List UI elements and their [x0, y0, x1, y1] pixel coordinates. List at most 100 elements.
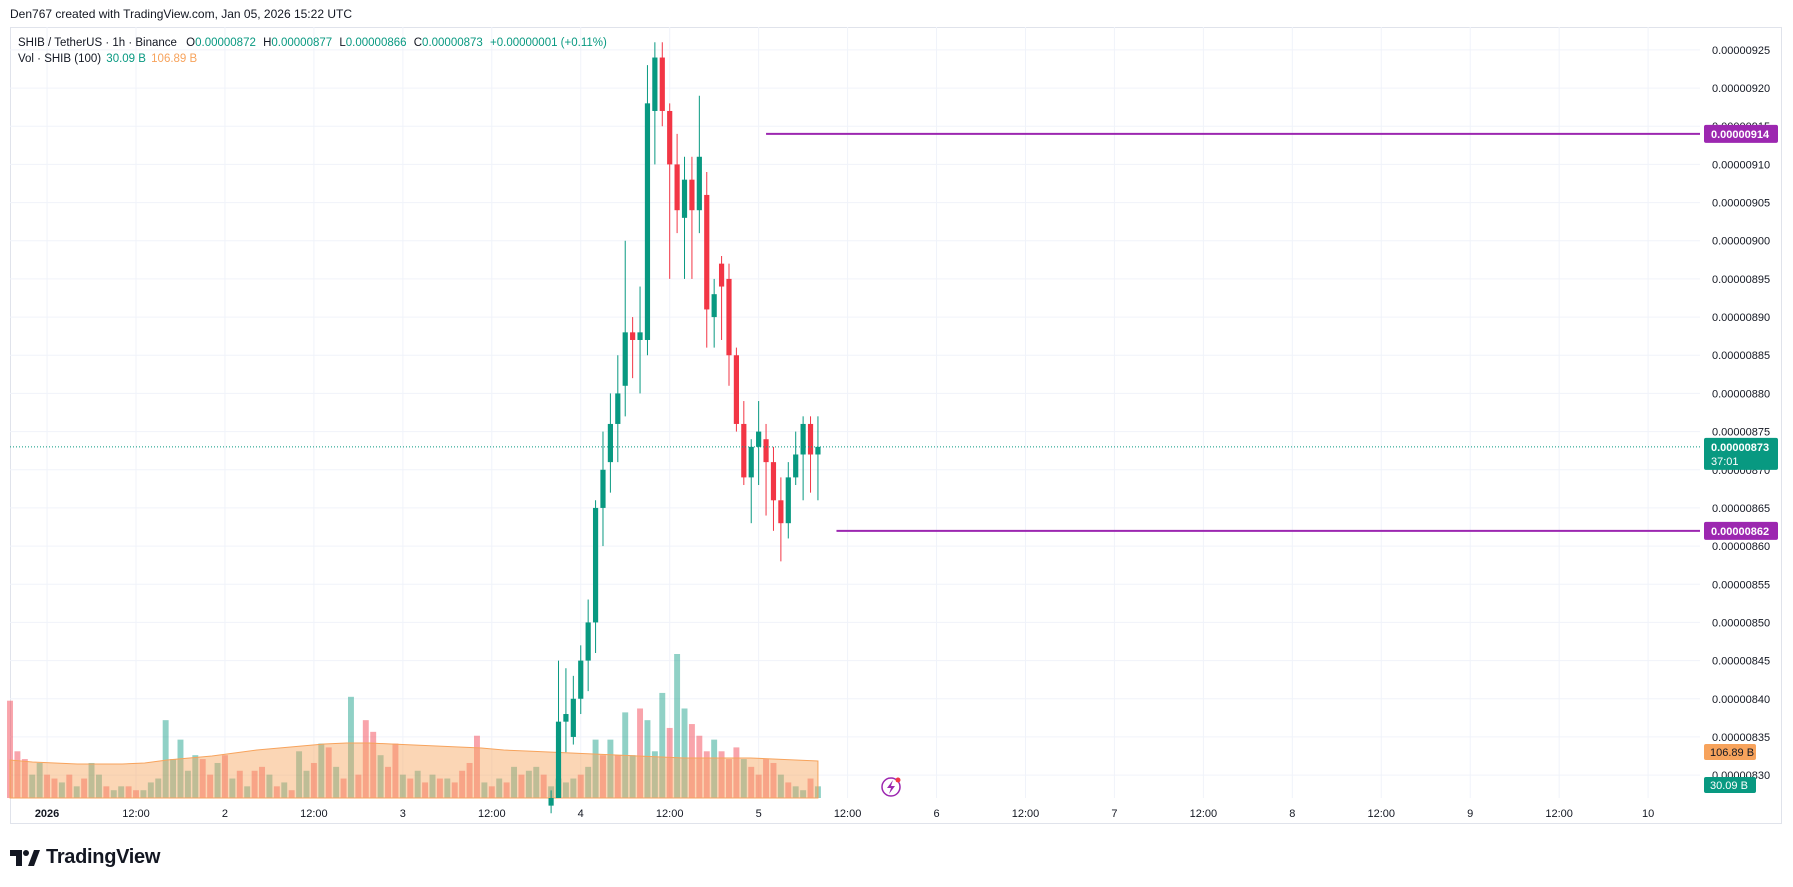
- volume-bar: [592, 739, 599, 798]
- volume-bar: [296, 751, 303, 798]
- candle: [681, 156, 688, 279]
- volume-bar: [340, 778, 347, 798]
- volume-bar: [800, 790, 807, 798]
- candle-body: [630, 332, 636, 340]
- candle: [578, 645, 584, 715]
- high-value: 0.00000877: [271, 37, 333, 49]
- candle: [718, 256, 725, 340]
- candle: [622, 240, 628, 417]
- candle-body: [585, 622, 591, 661]
- candle-body: [733, 355, 739, 424]
- volume-bar: [488, 786, 495, 798]
- volume-bar: [600, 755, 606, 798]
- volume-bar: [81, 778, 88, 798]
- ohlc-legend: SHIB / TetherUS · 1h · Binance O0.000008…: [18, 35, 609, 51]
- candle: [741, 401, 747, 486]
- candle-body: [793, 454, 799, 478]
- volume-bar: [533, 766, 540, 798]
- tradingview-logo[interactable]: TradingView: [10, 846, 160, 869]
- volume-bar: [392, 743, 399, 798]
- price-tick-label: 0.00000860: [1712, 541, 1770, 553]
- candle: [615, 355, 621, 463]
- volume-bar: [629, 755, 636, 798]
- time-tick-label: 12:00: [1012, 808, 1040, 820]
- candle: [748, 439, 754, 524]
- candle-body: [770, 462, 777, 501]
- candle: [585, 599, 591, 692]
- volume-bar: [162, 720, 169, 798]
- volume-current-tag: 30.09 B: [1704, 777, 1756, 793]
- volume-bar: [451, 782, 458, 798]
- candle-body: [644, 103, 651, 340]
- volume-bar: [118, 786, 125, 798]
- chart-grid: [10, 27, 1700, 798]
- candle: [770, 446, 777, 531]
- candle: [696, 95, 702, 234]
- candle-body: [726, 278, 732, 356]
- volume-bar: [140, 790, 147, 798]
- volume-bar: [103, 786, 110, 798]
- volume-bar: [726, 759, 732, 798]
- volume-bar: [236, 770, 243, 798]
- volume-ma-tag: 106.89 B: [1704, 744, 1756, 760]
- price-tick-label: 0.00000865: [1712, 503, 1770, 515]
- volume-value: 30.09 B: [106, 53, 146, 65]
- candle-body: [681, 179, 688, 218]
- price-tick-label: 0.00000890: [1712, 312, 1770, 324]
- volume-bar: [355, 774, 362, 798]
- volume-bar: [58, 782, 65, 798]
- price-tick-label: 0.00000895: [1712, 274, 1770, 286]
- time-tick-label: 7: [1111, 808, 1117, 820]
- candle: [600, 431, 606, 547]
- candle: [704, 172, 710, 348]
- candle-body: [659, 57, 665, 111]
- candle-body: [748, 446, 754, 478]
- price-tick-label: 0.00000840: [1712, 694, 1770, 706]
- volume-bar: [503, 782, 510, 798]
- volume-bar: [362, 720, 369, 798]
- volume-bar: [585, 766, 592, 798]
- level-price-tag-text: 0.00000914: [1711, 129, 1770, 141]
- level-price-tag-text: 0.00000862: [1711, 526, 1769, 538]
- volume-bar: [770, 762, 777, 798]
- candle-body: [711, 294, 717, 318]
- volume-current-tag-bg: [1704, 777, 1756, 793]
- volume-bar: [666, 727, 673, 798]
- volume-ma-area: [9, 742, 819, 799]
- symbol-title[interactable]: SHIB / TetherUS · 1h · Binance: [18, 37, 177, 49]
- time-tick-label: 12:00: [1368, 808, 1396, 820]
- volume-bar: [221, 755, 228, 798]
- volume-bar: [170, 759, 177, 798]
- time-tick-label: 12:00: [1190, 808, 1218, 820]
- volume-bar: [659, 692, 666, 798]
- volume-bar: [44, 774, 51, 798]
- candle: [800, 416, 806, 501]
- volume-bar: [429, 774, 436, 798]
- candle: [711, 278, 717, 348]
- candle: [689, 156, 695, 279]
- last-price-tag: 0.00000873 37:01: [1704, 437, 1778, 470]
- candle-body: [570, 698, 576, 737]
- volume-bar: [147, 782, 154, 798]
- low-value: 0.00000866: [345, 37, 407, 49]
- volume-bar: [474, 735, 480, 798]
- time-tick-label: 12:00: [834, 808, 862, 820]
- volume-bar: [266, 774, 273, 798]
- volume-bar: [644, 720, 651, 798]
- volume-title[interactable]: Vol · SHIB (100): [18, 53, 102, 65]
- candle: [563, 668, 569, 753]
- lightning-icon[interactable]: [881, 777, 901, 797]
- candle: [570, 675, 576, 745]
- volume-bar: [214, 762, 221, 798]
- volume-bar: [777, 774, 784, 798]
- time-axis: 2026 12:00 2 12:00 3 12:00 4 12:00 5 12:00 6 12:00 7…: [35, 808, 1654, 820]
- time-tick-label: 12:00: [300, 808, 328, 820]
- volume-bar: [688, 724, 695, 798]
- candle: [733, 347, 739, 432]
- price-tick-label: 0.00000900: [1712, 236, 1770, 248]
- candle: [555, 660, 562, 798]
- volume-bar: [436, 778, 443, 798]
- candle-body: [689, 179, 695, 211]
- candle: [659, 42, 665, 127]
